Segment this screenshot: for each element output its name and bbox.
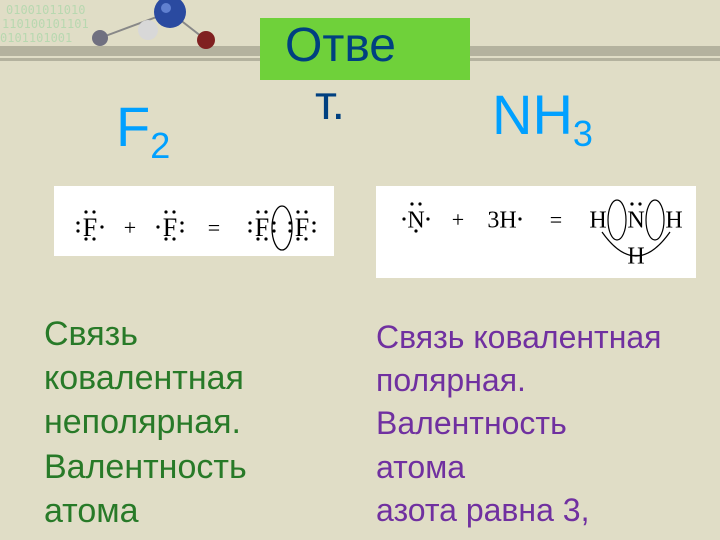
- text-line: азота равна 3,: [376, 489, 716, 532]
- lewis-diagram-f2: FFFF+=: [54, 186, 334, 256]
- formula-nh3-base: NH: [492, 83, 573, 146]
- svg-text:+: +: [452, 207, 464, 232]
- svg-text:F: F: [83, 213, 97, 242]
- formula-f2-base: F: [116, 95, 150, 158]
- svg-text:3H: 3H: [487, 208, 516, 234]
- svg-text:0101101001: 0101101001: [0, 31, 72, 45]
- svg-text:N: N: [627, 208, 644, 234]
- svg-text:F: F: [163, 213, 177, 242]
- text-line: ковалентная: [44, 356, 364, 400]
- svg-text:F: F: [255, 213, 269, 242]
- title-line-1: Отве: [285, 18, 396, 73]
- svg-text:01001011010: 01001011010: [6, 3, 85, 17]
- title-line-2: т.: [315, 76, 345, 131]
- text-line: атома: [44, 489, 364, 533]
- svg-text:F: F: [295, 213, 309, 242]
- svg-text:H: H: [665, 208, 682, 234]
- svg-text:H: H: [589, 208, 606, 234]
- formula-f2: F2: [116, 94, 170, 167]
- text-line: неполярная.: [44, 400, 364, 444]
- text-line: атома: [376, 446, 716, 489]
- svg-text:110100101101: 110100101101: [2, 17, 89, 31]
- svg-text:+: +: [124, 215, 136, 240]
- lewis-diagram-nh3: N3HHNHH+=: [376, 186, 696, 278]
- text-line: Связь: [44, 312, 364, 356]
- svg-text:=: =: [550, 207, 562, 232]
- text-line: Валентность: [44, 445, 364, 489]
- description-right: Связь ковалентнаяполярная.Валентностьато…: [376, 316, 716, 532]
- description-left: Связьковалентнаянеполярная.Валентностьат…: [44, 312, 364, 533]
- formula-nh3: NH3: [492, 82, 593, 155]
- svg-text:=: =: [208, 215, 220, 240]
- formula-f2-sub: 2: [150, 125, 170, 166]
- text-line: Связь ковалентная: [376, 316, 716, 359]
- text-line: полярная.: [376, 359, 716, 402]
- formula-nh3-sub: 3: [573, 113, 593, 154]
- text-line: Валентность: [376, 402, 716, 445]
